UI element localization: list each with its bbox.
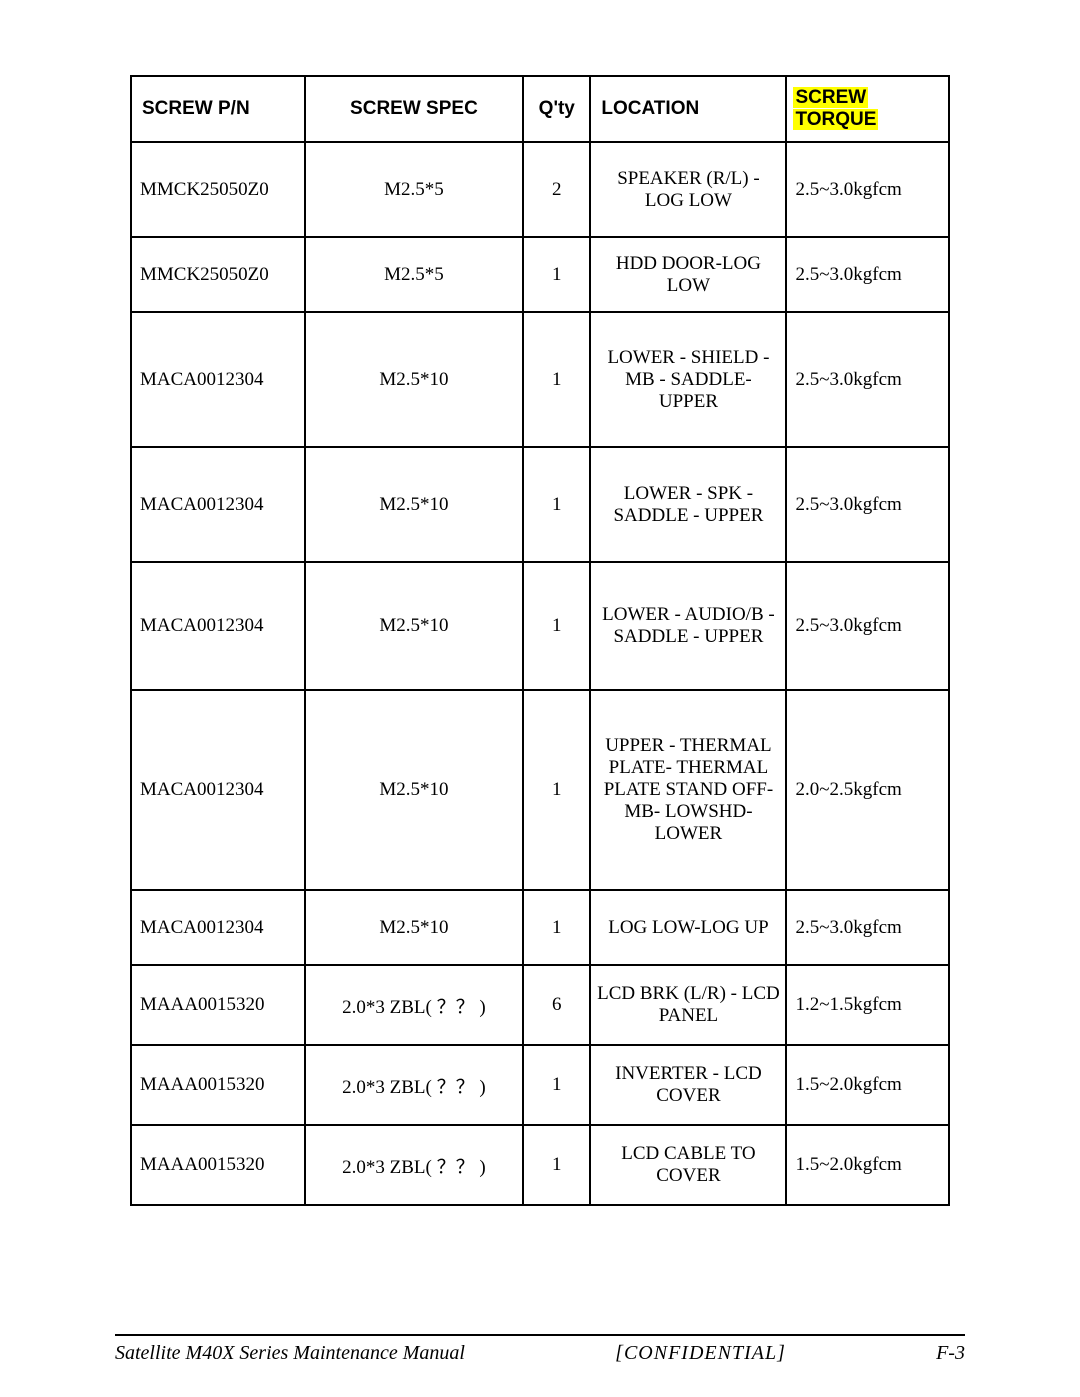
cell-location: LOWER - SPK - SADDLE - UPPER: [590, 447, 786, 562]
footer-page-number: F-3: [936, 1342, 965, 1365]
header-screw-spec: SCREW SPEC: [305, 76, 524, 142]
table-row: MACA0012304M2.5*101LOWER - AUDIO/B - SAD…: [131, 562, 949, 690]
cell-location: LOG LOW-LOG UP: [590, 890, 786, 965]
cell-qty: 2: [523, 142, 590, 237]
cell-torque: 2.5~3.0kgfcm: [786, 312, 949, 447]
cell-screw-pn: MMCK25050Z0: [131, 142, 305, 237]
footer-divider: [115, 1334, 965, 1336]
table-row: MACA0012304M2.5*101LOWER - SPK - SADDLE …: [131, 447, 949, 562]
cell-location: SPEAKER (R/L) - LOG LOW: [590, 142, 786, 237]
cell-qty: 6: [523, 965, 590, 1045]
cell-torque: 2.0~2.5kgfcm: [786, 690, 949, 890]
header-screw-pn: SCREW P/N: [131, 76, 305, 142]
header-location: LOCATION: [590, 76, 786, 142]
cell-qty: 1: [523, 312, 590, 447]
footer-manual-title: Satellite M40X Series Maintenance Manual: [115, 1342, 465, 1365]
cell-screw-spec: M2.5*10: [305, 562, 524, 690]
cell-torque: 2.5~3.0kgfcm: [786, 447, 949, 562]
cell-screw-spec: M2.5*5: [305, 142, 524, 237]
cell-location: UPPER - THERMAL PLATE- THERMAL PLATE STA…: [590, 690, 786, 890]
cell-torque: 2.5~3.0kgfcm: [786, 562, 949, 690]
cell-qty: 1: [523, 1125, 590, 1205]
screw-spec-table: SCREW P/N SCREW SPEC Q'ty LOCATION SCREW…: [130, 75, 950, 1206]
cell-screw-pn: MAAA0015320: [131, 1045, 305, 1125]
cell-qty: 1: [523, 890, 590, 965]
table-row: MACA0012304M2.5*101LOG LOW-LOG UP2.5~3.0…: [131, 890, 949, 965]
cell-screw-pn: MACA0012304: [131, 447, 305, 562]
footer-confidential: [CONFIDENTIAL]: [615, 1342, 786, 1365]
header-qty: Q'ty: [523, 76, 590, 142]
cell-screw-spec: 2.0*3 ZBL( ？？ ): [305, 1125, 524, 1205]
cell-location: LCD BRK (L/R) - LCD PANEL: [590, 965, 786, 1045]
table-row: MACA0012304M2.5*101LOWER - SHIELD - MB -…: [131, 312, 949, 447]
cell-location: LOWER - AUDIO/B - SADDLE - UPPER: [590, 562, 786, 690]
cell-location: INVERTER - LCD COVER: [590, 1045, 786, 1125]
cell-torque: 1.5~2.0kgfcm: [786, 1045, 949, 1125]
cell-location: LCD CABLE TO COVER: [590, 1125, 786, 1205]
cell-torque: 2.5~3.0kgfcm: [786, 890, 949, 965]
cell-qty: 1: [523, 562, 590, 690]
table-row: MAAA00153202.0*3 ZBL( ？？ )1INVERTER - LC…: [131, 1045, 949, 1125]
torque-highlight-line1: SCREW: [793, 87, 868, 108]
cell-screw-spec: M2.5*10: [305, 447, 524, 562]
cell-screw-pn: MACA0012304: [131, 690, 305, 890]
header-screw-torque: SCREW TORQUE: [786, 76, 949, 142]
cell-screw-pn: MACA0012304: [131, 312, 305, 447]
cell-qty: 1: [523, 1045, 590, 1125]
cell-torque: 1.2~1.5kgfcm: [786, 965, 949, 1045]
table-row: MAAA00153202.0*3 ZBL( ？？ )6LCD BRK (L/R)…: [131, 965, 949, 1045]
table-row: MACA0012304M2.5*101UPPER - THERMAL PLATE…: [131, 690, 949, 890]
cell-screw-spec: M2.5*10: [305, 890, 524, 965]
cell-qty: 1: [523, 237, 590, 312]
cell-torque: 1.5~2.0kgfcm: [786, 1125, 949, 1205]
screw-spec-table-container: SCREW P/N SCREW SPEC Q'ty LOCATION SCREW…: [130, 75, 950, 1206]
table-row: MAAA00153202.0*3 ZBL( ？？ )1LCD CABLE TO …: [131, 1125, 949, 1205]
cell-screw-pn: MAAA0015320: [131, 965, 305, 1045]
table-row: MMCK25050Z0M2.5*52SPEAKER (R/L) - LOG LO…: [131, 142, 949, 237]
cell-screw-pn: MACA0012304: [131, 890, 305, 965]
cell-qty: 1: [523, 690, 590, 890]
table-body: MMCK25050Z0M2.5*52SPEAKER (R/L) - LOG LO…: [131, 142, 949, 1205]
torque-highlight-line2: TORQUE: [793, 109, 878, 130]
cell-screw-spec: M2.5*10: [305, 690, 524, 890]
cell-screw-pn: MAAA0015320: [131, 1125, 305, 1205]
table-row: MMCK25050Z0M2.5*51HDD DOOR-LOG LOW2.5~3.…: [131, 237, 949, 312]
cell-screw-spec: M2.5*10: [305, 312, 524, 447]
cell-screw-spec: M2.5*5: [305, 237, 524, 312]
table-header-row: SCREW P/N SCREW SPEC Q'ty LOCATION SCREW…: [131, 76, 949, 142]
cell-location: HDD DOOR-LOG LOW: [590, 237, 786, 312]
footer-content: Satellite M40X Series Maintenance Manual…: [115, 1342, 965, 1365]
cell-location: LOWER - SHIELD - MB - SADDLE- UPPER: [590, 312, 786, 447]
page-footer: Satellite M40X Series Maintenance Manual…: [115, 1334, 965, 1365]
cell-screw-pn: MMCK25050Z0: [131, 237, 305, 312]
cell-screw-pn: MACA0012304: [131, 562, 305, 690]
cell-torque: 2.5~3.0kgfcm: [786, 237, 949, 312]
cell-torque: 2.5~3.0kgfcm: [786, 142, 949, 237]
cell-screw-spec: 2.0*3 ZBL( ？？ ): [305, 965, 524, 1045]
cell-screw-spec: 2.0*3 ZBL( ？？ ): [305, 1045, 524, 1125]
cell-qty: 1: [523, 447, 590, 562]
